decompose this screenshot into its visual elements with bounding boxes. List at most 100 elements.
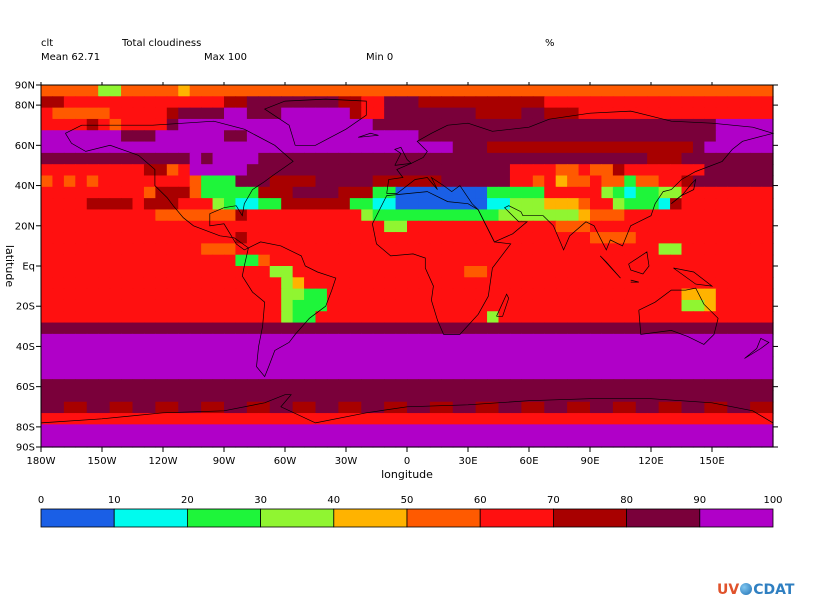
grid-cell [715,220,728,233]
grid-cell [63,288,76,301]
grid-cell [178,311,191,324]
grid-cell [155,85,168,97]
grid-cell [98,390,111,403]
grid-cell [738,198,751,211]
coastline [65,120,294,251]
grid-cell [429,356,442,369]
grid-cell [521,220,534,233]
grid-cell [269,356,282,369]
grid-cell [750,367,763,380]
grid-cell [475,424,488,437]
grid-cell [63,243,76,256]
grid-cell [178,186,191,199]
y-tick-label: 20N [15,221,35,232]
grid-cell [578,356,591,369]
y-tick-label: 80S [16,422,35,433]
grid-cell [326,164,339,177]
grid-cell [132,413,145,425]
grid-cell [452,322,465,335]
grid-cell [658,152,671,165]
grid-cell [612,209,625,222]
grid-cell [544,96,557,109]
grid-cell [304,164,317,177]
grid-cell [750,435,763,448]
grid-cell [75,311,88,324]
grid-cell [647,209,660,222]
grid-cell [704,254,717,267]
grid-cell [761,118,774,131]
grid-cell [98,311,111,324]
grid-cell [487,379,500,392]
grid-cell [304,390,317,403]
grid-cell [509,299,522,312]
grid-cell [132,85,145,97]
grid-cell [441,413,454,425]
grid-cell [509,356,522,369]
grid-cell [109,152,122,165]
grid-cell [750,85,763,97]
grid-cell [143,130,156,143]
grid-cell [761,345,774,358]
grid-cell [487,277,500,290]
grid-cell [670,266,683,278]
grid-cell [143,401,156,414]
grid-cell [292,288,305,301]
grid-cell [326,333,339,346]
grid-cell [704,130,717,143]
grid-cell [509,277,522,290]
grid-cell [727,401,740,414]
grid-cell [590,254,603,267]
grid-cell [750,220,763,233]
grid-cell [304,232,317,244]
grid-cell [63,401,76,414]
grid-cell [624,367,637,380]
grid-cell [269,107,282,120]
y-tick-label: 90N [15,81,35,92]
grid-cell [143,277,156,290]
coastline [671,178,697,204]
grid-cell [612,390,625,403]
grid-cell [315,345,328,358]
grid-cell [487,401,500,414]
grid-cell [647,424,660,437]
grid-cell [315,130,328,143]
grid-cell [349,401,362,414]
grid-cell [292,299,305,312]
grid-cell [63,107,76,120]
grid-cell [407,107,420,120]
colorbar-swatch [186,508,261,528]
grid-cell [281,424,294,437]
grid-cell [555,186,568,199]
grid-cell [612,186,625,199]
grid-cell [349,243,362,256]
grid-cell [532,141,545,154]
grid-cell [326,367,339,380]
grid-cell [121,175,134,188]
grid-cell [41,413,54,425]
units-label: % [545,38,555,49]
grid-cell [407,424,420,437]
grid-cell [567,390,580,403]
grid-cell [258,152,271,165]
grid-cell [624,175,637,188]
grid-cell [544,435,557,448]
grid-cell [338,186,351,199]
grid-cell [372,198,385,211]
grid-cell [86,130,99,143]
grid-cell [509,390,522,403]
grid-cell [395,85,408,97]
grid-cell [224,390,237,403]
grid-cell [658,243,671,256]
grid-cell [761,141,774,154]
grid-cell [258,390,271,403]
grid-cell [555,198,568,211]
grid-cell [612,118,625,131]
grid-cell [132,390,145,403]
grid-cell [407,232,420,244]
grid-cell [509,232,522,244]
grid-cell [281,118,294,131]
grid-cell [63,96,76,109]
grid-cell [75,288,88,301]
grid-cell [681,164,694,177]
grid-cell [155,186,168,199]
